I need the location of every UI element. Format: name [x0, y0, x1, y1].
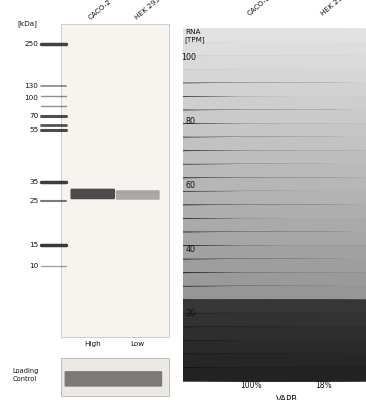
FancyBboxPatch shape [86, 354, 366, 368]
Text: 250: 250 [25, 42, 38, 48]
FancyBboxPatch shape [86, 177, 366, 192]
FancyBboxPatch shape [159, 326, 366, 341]
FancyBboxPatch shape [86, 123, 366, 138]
FancyBboxPatch shape [159, 313, 366, 328]
Text: VAPB: VAPB [276, 395, 298, 400]
FancyBboxPatch shape [86, 150, 366, 165]
FancyBboxPatch shape [86, 191, 366, 206]
FancyBboxPatch shape [61, 24, 169, 337]
Text: Low: Low [131, 341, 145, 347]
FancyBboxPatch shape [86, 204, 366, 219]
FancyBboxPatch shape [159, 69, 366, 84]
FancyBboxPatch shape [159, 286, 366, 300]
FancyBboxPatch shape [159, 204, 366, 219]
Text: 100%: 100% [240, 381, 262, 390]
Text: Loading
Control: Loading Control [12, 368, 39, 382]
Text: High: High [84, 341, 101, 347]
FancyBboxPatch shape [159, 42, 366, 56]
FancyBboxPatch shape [159, 191, 366, 206]
FancyBboxPatch shape [86, 164, 366, 178]
FancyBboxPatch shape [159, 123, 366, 138]
Text: CACO-2: CACO-2 [87, 0, 113, 20]
FancyBboxPatch shape [86, 286, 366, 300]
FancyBboxPatch shape [86, 55, 366, 70]
Text: 60: 60 [186, 181, 196, 190]
FancyBboxPatch shape [159, 218, 366, 233]
FancyBboxPatch shape [86, 42, 366, 56]
FancyBboxPatch shape [86, 299, 366, 314]
FancyBboxPatch shape [86, 232, 366, 246]
FancyBboxPatch shape [86, 28, 366, 43]
FancyBboxPatch shape [159, 55, 366, 70]
Text: 15: 15 [29, 242, 38, 248]
Text: 80: 80 [186, 117, 196, 126]
FancyBboxPatch shape [86, 82, 366, 97]
FancyBboxPatch shape [159, 259, 366, 273]
FancyBboxPatch shape [159, 150, 366, 165]
FancyBboxPatch shape [159, 232, 366, 246]
Text: 10: 10 [29, 263, 38, 269]
Text: HEK 293: HEK 293 [134, 0, 161, 20]
FancyBboxPatch shape [159, 354, 366, 368]
FancyBboxPatch shape [159, 137, 366, 151]
FancyBboxPatch shape [86, 340, 366, 355]
Text: 70: 70 [29, 113, 38, 119]
FancyBboxPatch shape [86, 96, 366, 111]
FancyBboxPatch shape [159, 28, 366, 43]
FancyBboxPatch shape [116, 190, 160, 200]
FancyBboxPatch shape [159, 272, 366, 287]
FancyBboxPatch shape [159, 177, 366, 192]
Text: [kDa]: [kDa] [18, 20, 37, 27]
FancyBboxPatch shape [86, 110, 366, 124]
Text: CACO-2: CACO-2 [247, 0, 272, 16]
FancyBboxPatch shape [159, 110, 366, 124]
Text: 100: 100 [25, 95, 38, 101]
FancyBboxPatch shape [86, 326, 366, 341]
FancyBboxPatch shape [86, 259, 366, 273]
FancyBboxPatch shape [86, 69, 366, 84]
Text: 18%: 18% [315, 381, 332, 390]
FancyBboxPatch shape [159, 82, 366, 97]
FancyBboxPatch shape [159, 367, 366, 382]
FancyBboxPatch shape [64, 371, 162, 387]
Text: 40: 40 [186, 245, 196, 254]
FancyBboxPatch shape [86, 272, 366, 287]
Text: RNA
[TPM]: RNA [TPM] [185, 29, 205, 43]
Text: 35: 35 [29, 179, 38, 185]
FancyBboxPatch shape [71, 189, 115, 199]
FancyBboxPatch shape [159, 245, 366, 260]
FancyBboxPatch shape [86, 313, 366, 328]
FancyBboxPatch shape [159, 340, 366, 355]
FancyBboxPatch shape [159, 96, 366, 111]
Text: 130: 130 [25, 82, 38, 88]
FancyBboxPatch shape [159, 164, 366, 178]
Text: 55: 55 [29, 127, 38, 133]
Text: 25: 25 [29, 198, 38, 204]
Text: HEK 293: HEK 293 [320, 0, 348, 16]
FancyBboxPatch shape [61, 358, 169, 396]
Text: 20: 20 [186, 309, 196, 318]
FancyBboxPatch shape [86, 245, 366, 260]
FancyBboxPatch shape [86, 137, 366, 151]
FancyBboxPatch shape [159, 299, 366, 314]
FancyBboxPatch shape [86, 218, 366, 233]
FancyBboxPatch shape [86, 367, 366, 382]
Text: 100: 100 [181, 54, 196, 62]
